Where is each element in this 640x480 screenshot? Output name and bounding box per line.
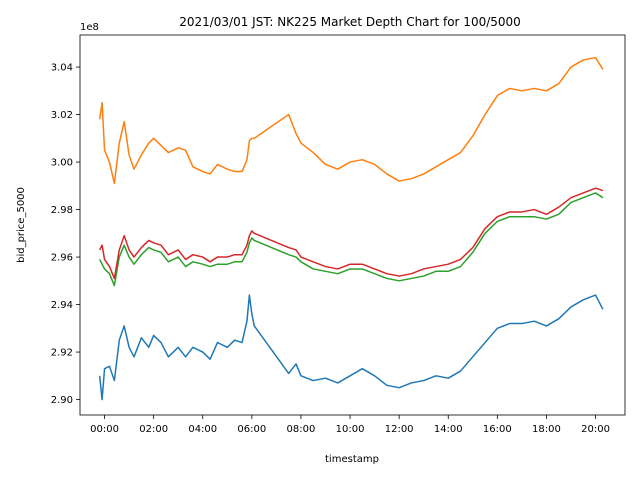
y-tick-label: 2.92: [51, 348, 73, 359]
y-tick-label: 3.02: [51, 110, 73, 121]
x-axis: 00:00 02:00 04:00 06:00 08:00 10:00 12:00 14:00…: [90, 415, 610, 435]
series-line-4: [98, 187, 604, 280]
x-tick-label: 18:00: [532, 424, 561, 435]
y-tick-label: 2.98: [51, 205, 73, 216]
y-axis-offset-label: 1e8: [80, 22, 99, 33]
x-tick-label: 02:00: [139, 424, 168, 435]
plot-lines: [98, 56, 604, 401]
x-tick-label: 16:00: [483, 424, 512, 435]
x-tick-label: 12:00: [385, 424, 414, 435]
series-line-3: [98, 192, 604, 287]
x-tick-label: 10:00: [336, 424, 365, 435]
y-axis: 2.90 2.92 2.94 2.96 2.98 3.00 3.02 3.04: [51, 63, 80, 406]
series-line-2: [98, 56, 604, 185]
x-axis-label: timestamp: [325, 454, 379, 465]
series-line-1: [98, 294, 604, 401]
x-tick-label: 20:00: [581, 424, 610, 435]
y-tick-label: 2.96: [51, 253, 73, 264]
y-tick-label: 2.90: [51, 395, 73, 406]
chart-title: 2021/03/01 JST: NK225 Market Depth Chart…: [179, 15, 521, 29]
x-tick-label: 08:00: [287, 424, 316, 435]
x-tick-label: 14:00: [434, 424, 463, 435]
x-tick-label: 04:00: [188, 424, 217, 435]
y-tick-label: 3.04: [51, 63, 73, 74]
x-tick-label: 00:00: [90, 424, 119, 435]
y-axis-label: bid_price_5000: [16, 187, 27, 263]
y-tick-label: 3.00: [51, 158, 73, 169]
y-tick-label: 2.94: [51, 300, 73, 311]
plot-frame: [79, 34, 626, 416]
x-tick-label: 06:00: [237, 424, 266, 435]
